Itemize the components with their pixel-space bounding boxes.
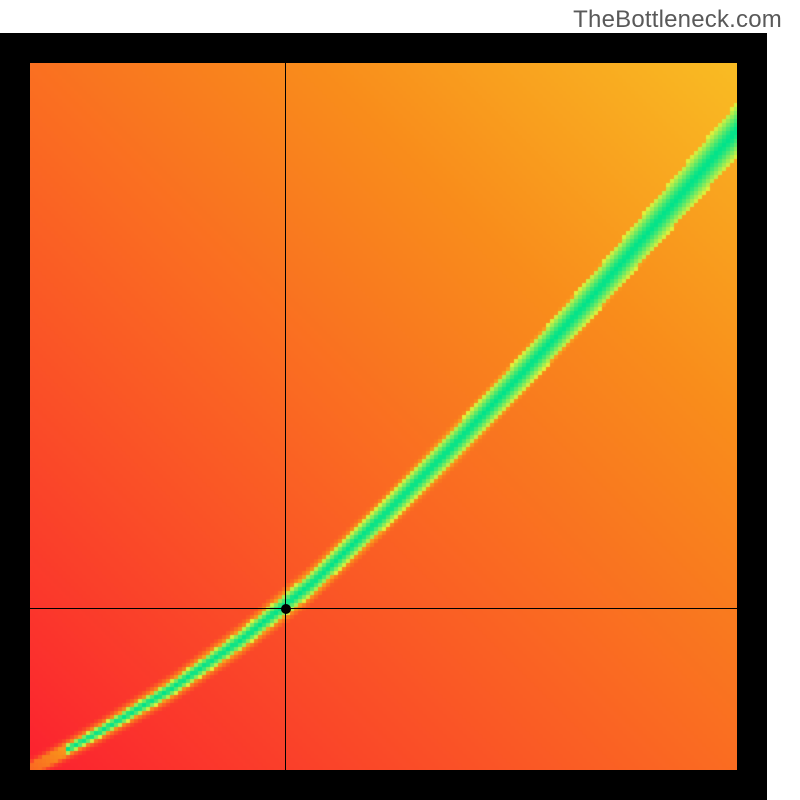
crosshair-horizontal <box>30 608 737 609</box>
watermark-text: TheBottleneck.com <box>573 6 782 34</box>
heatmap-canvas <box>30 63 737 770</box>
crosshair-vertical <box>285 63 286 770</box>
crosshair-marker <box>281 604 291 614</box>
heatmap-plot <box>30 63 737 770</box>
